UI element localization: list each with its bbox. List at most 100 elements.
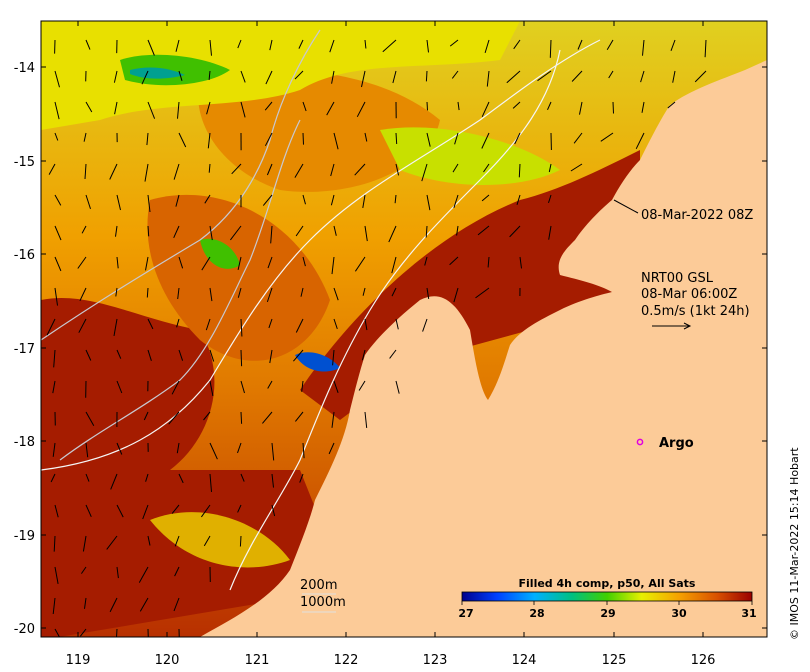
current-vector-icon [302,442,305,459]
current-vector-icon [240,101,246,118]
current-vector-icon [80,566,87,574]
current-vector-icon [333,380,339,393]
current-vector-icon [147,535,151,546]
colorbar: Filled 4h comp, p50, All Sats 27 28 29 3… [458,577,756,620]
current-vector-icon [178,349,184,361]
lon-tick-label: 125 [602,653,627,668]
current-vector-icon [667,101,676,109]
current-vector-icon [79,287,87,302]
current-vector-icon [115,225,118,237]
current-vector-icon [176,318,180,328]
current-vector-icon [267,380,273,389]
current-vector-icon [240,349,243,367]
current-vector-icon [240,380,245,394]
current-vector-icon [457,101,460,111]
current-vector-icon [209,349,215,362]
current-vector-icon [354,163,366,176]
current-vector-icon [330,194,335,206]
current-vector-icon [116,504,124,518]
current-vector-icon [178,70,183,81]
current-vector-icon [113,70,118,83]
current-vector-icon [146,132,149,146]
current-vector-icon [85,473,90,482]
current-vector-icon [293,349,304,362]
timestamp-label: 08-Mar-2022 08Z [641,208,753,223]
current-vector-icon [54,504,59,518]
current-vector-icon [85,349,92,361]
lon-tick-label: 120 [155,653,180,668]
current-vector-icon [178,132,187,148]
current-vector-icon [80,628,87,637]
current-vector-icon [113,318,118,336]
current-vector-icon [577,39,583,50]
current-vector-icon [237,287,242,298]
current-vector-icon [85,411,95,427]
current-vector-icon [426,39,429,53]
current-vector-icon [109,597,118,613]
current-vector-icon [454,132,459,145]
lon-tick-label: 126 [691,653,716,668]
current-vector-icon [171,504,180,514]
current-vector-icon [302,256,306,267]
current-vector-icon [573,132,583,144]
current-vector-icon [116,566,119,579]
current-vector-icon [422,318,428,332]
current-vector-icon [50,473,56,483]
current-vector-icon [670,39,676,51]
current-vector-icon [204,194,211,204]
current-vector-icon [548,194,552,204]
current-vector-icon [391,287,397,297]
lat-tick-label: -14 [14,61,35,76]
current-vector-icon [52,380,56,394]
colorbar-gradient [461,591,753,602]
current-vector-icon [237,504,242,513]
current-vector-icon [424,256,428,266]
current-vector-icon [54,194,62,206]
current-vector-icon [53,349,56,368]
current-vector-icon [302,132,304,145]
colorbar-tick: 30 [671,607,687,620]
current-vector-icon [54,70,60,88]
current-vector-icon [54,101,60,120]
lon-tick-label: 122 [334,653,359,668]
current-vector-icon [332,349,335,366]
current-vector-icon [206,101,211,115]
current-vector-icon [358,380,366,391]
current-vector-icon [451,70,459,79]
current-vector-icon [168,411,180,425]
current-vector-icon [205,318,211,331]
current-vector-icon [302,101,307,112]
current-vector-icon [518,163,521,178]
colorbar-tick: 27 [458,607,473,620]
current-vector-icon [395,380,400,394]
current-vector-icon [269,349,273,364]
current-vector-icon [209,473,212,492]
current-vector-icon [237,256,242,271]
current-vector-icon [364,39,367,49]
current-vector-icon [635,132,645,150]
current-vector-icon [115,287,118,297]
current-vector-icon [456,225,459,236]
current-vector-icon [453,194,459,209]
current-vector-icon [237,442,242,454]
current-vector-icon [146,287,149,298]
current-vector-icon [147,225,150,237]
current-vector-icon [426,101,428,111]
current-vector-icon [642,39,645,56]
current-vector-icon [487,256,490,268]
credit-label: © IMOS 11-Mar-2022 15:14 Hobart [788,447,801,640]
current-vector-icon [606,39,614,50]
current-legend-time: 08-Mar 06:00Z [641,287,737,302]
current-vector-icon [240,473,245,482]
current-vector-icon [78,318,87,333]
current-vector-icon [116,349,122,359]
map-frame [40,20,768,638]
current-vector-icon [116,380,123,394]
current-vector-icon [142,504,149,520]
current-vector-icon [116,194,121,211]
colorbar-title: Filled 4h comp, p50, All Sats [519,577,696,590]
isobath-1000m [229,49,561,591]
current-vector-icon [331,70,335,84]
current-vector-icon [426,287,430,299]
